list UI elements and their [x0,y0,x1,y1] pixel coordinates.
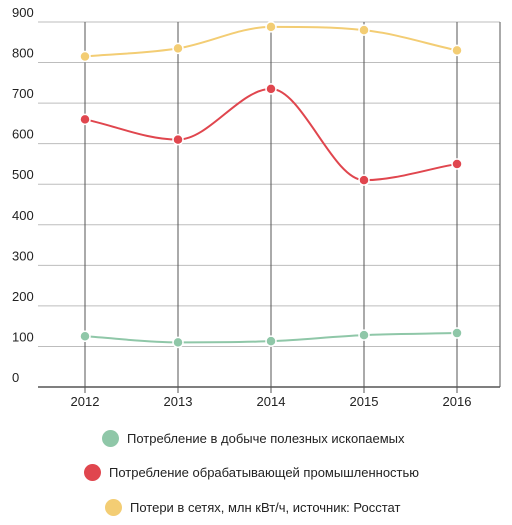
data-point[interactable] [172,42,184,55]
legend-swatch-mining [102,430,119,447]
data-point[interactable] [451,327,463,339]
legend-label-manufacturing: Потребление обрабатывающей промышленност… [109,465,420,480]
data-point[interactable] [265,335,277,347]
y-axis-ticks: 0 100 200 300 400 500 600 700 800 900 [12,5,34,385]
data-point[interactable] [79,113,91,126]
legend-item-losses[interactable]: Потери в сетях, млн кВт/ч, источник: Рос… [105,499,400,516]
x-tick-label: 2013 [164,394,193,409]
data-point[interactable] [172,133,184,146]
data-point[interactable] [451,44,463,57]
y-tick-label: 300 [12,248,34,263]
data-point[interactable] [79,50,91,63]
legend-label-losses: Потери в сетях, млн кВт/ч, источник: Рос… [130,500,401,515]
data-point[interactable] [358,174,370,186]
x-tick-label: 2016 [443,394,472,409]
x-tick-label: 2014 [257,394,286,409]
x-tick-label: 2012 [71,394,100,409]
data-point[interactable] [265,21,277,33]
y-tick-label: 100 [12,329,34,344]
y-tick-label: 400 [12,208,34,223]
y-tick-label: 500 [12,167,34,182]
y-tick-label: 0 [12,370,19,385]
data-point[interactable] [358,24,370,36]
x-axis-ticks: 2012 2013 2014 2015 2016 [71,394,472,409]
data-point[interactable] [79,330,91,343]
x-tick-label: 2015 [350,394,379,409]
data-point[interactable] [265,83,277,95]
series-points [79,21,463,349]
y-tick-label: 700 [12,86,34,101]
data-point[interactable] [451,158,463,170]
legend-swatch-losses [105,499,122,516]
data-point[interactable] [172,336,184,349]
legend-item-manufacturing[interactable]: Потребление обрабатывающей промышленност… [84,464,419,481]
y-tick-label: 600 [12,127,34,142]
y-tick-label: 800 [12,46,34,61]
y-tick-label: 900 [12,5,34,20]
legend-label-mining: Потребление в добыче полезных ископаемых [127,431,405,446]
data-point[interactable] [358,329,370,341]
legend-item-mining[interactable]: Потребление в добыче полезных ископаемых [102,430,404,447]
y-tick-label: 200 [12,289,34,304]
legend-swatch-manufacturing [84,464,101,481]
